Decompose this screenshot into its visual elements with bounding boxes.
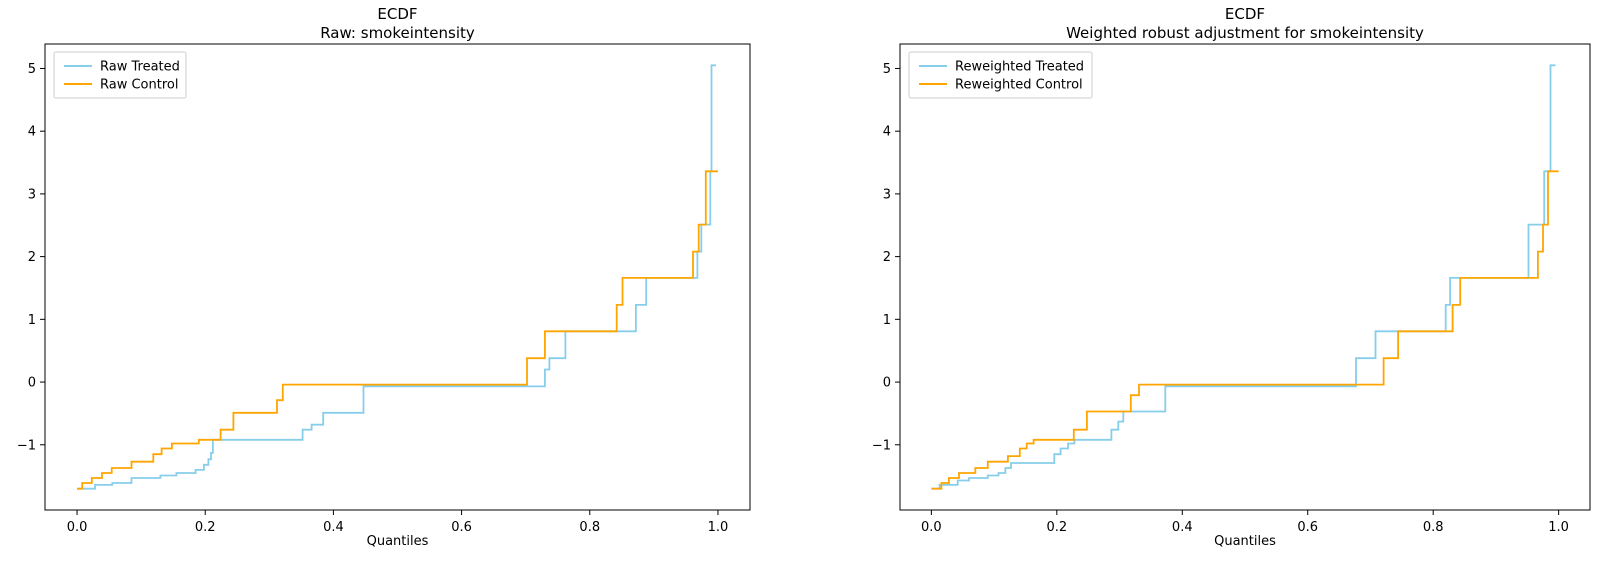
chart-title-line1: ECDF — [1224, 5, 1266, 23]
chart-title-line1: ECDF — [377, 5, 418, 23]
x-tick-label: 0.2 — [195, 520, 216, 535]
plot-border — [899, 43, 1591, 511]
x-tick-label: 0.2 — [1046, 520, 1067, 535]
x-tick-label: 0.0 — [67, 520, 88, 535]
x-tick-label: 0.4 — [1172, 520, 1193, 535]
series-line-raw-treated — [77, 64, 716, 490]
x-tick-label: 1.0 — [708, 520, 729, 535]
legend — [908, 51, 1093, 99]
y-tick-label: 0 — [883, 376, 891, 391]
chart-title-line2: Raw: smokeintensity — [320, 23, 475, 42]
y-tick-label: −1 — [17, 438, 36, 453]
x-tick-label: 0.0 — [921, 520, 942, 535]
y-tick-label: 2 — [28, 250, 36, 265]
y-tick-label: 1 — [28, 313, 36, 328]
y-tick-label: 4 — [883, 125, 891, 140]
y-tick-label: 5 — [28, 62, 36, 77]
x-axis-label-raw: Quantiles — [366, 534, 429, 549]
legend-label-reweighted-treated: Reweighted Treated — [955, 60, 1084, 75]
chart-weighted: ECDF Weighted robust adjustment for smok… — [855, 0, 1600, 563]
y-tick-label: 4 — [28, 125, 36, 140]
y-tick-label: −1 — [872, 438, 891, 453]
x-tick-label: 0.4 — [323, 520, 344, 535]
legend — [53, 51, 187, 99]
chart-title-weighted: ECDF Weighted robust adjustment for smok… — [900, 5, 1590, 42]
legend-label-raw-control: Raw Control — [100, 78, 178, 93]
y-tick-label: 3 — [883, 187, 891, 202]
y-tick-label: 5 — [883, 62, 891, 77]
plot-border — [44, 43, 751, 511]
y-tick-label: 3 — [28, 187, 36, 202]
series-line-reweighted-treated — [931, 64, 1556, 490]
chart-svg-0: 0.0 0.2 0.4 0.6 0.8 1.0 5 4 3 2 1 0 −1 Raw Treated Raw… — [17, 43, 751, 535]
x-tick-label: 0.6 — [451, 520, 472, 535]
y-tick-label: 2 — [883, 250, 891, 265]
series-line-reweighted-control — [931, 170, 1559, 490]
chart-title-line2: Weighted robust adjustment for smokeinte… — [1066, 23, 1424, 42]
x-tick-label: 0.6 — [1297, 520, 1318, 535]
legend-label-reweighted-control: Reweighted Control — [955, 78, 1083, 93]
x-tick-label: 0.8 — [579, 520, 600, 535]
x-axis-label-weighted: Quantiles — [1214, 534, 1276, 549]
y-tick-label: 1 — [883, 313, 891, 328]
chart-raw: ECDF Raw: smokeintensity 0.0 0.2 0.4 0.6 0.8… — [0, 0, 760, 563]
y-tick-label: 0 — [28, 376, 36, 391]
legend-label-raw-treated: Raw Treated — [100, 60, 180, 75]
series-line-raw-control — [77, 170, 718, 490]
x-tick-label: 1.0 — [1548, 520, 1569, 535]
chart-svg-1: 0.0 0.2 0.4 0.6 0.8 1.0 5 4 3 2 1 0 −1 Reweighted Tre… — [872, 43, 1591, 535]
chart-title-raw: ECDF Raw: smokeintensity — [45, 5, 750, 42]
x-tick-label: 0.8 — [1423, 520, 1444, 535]
